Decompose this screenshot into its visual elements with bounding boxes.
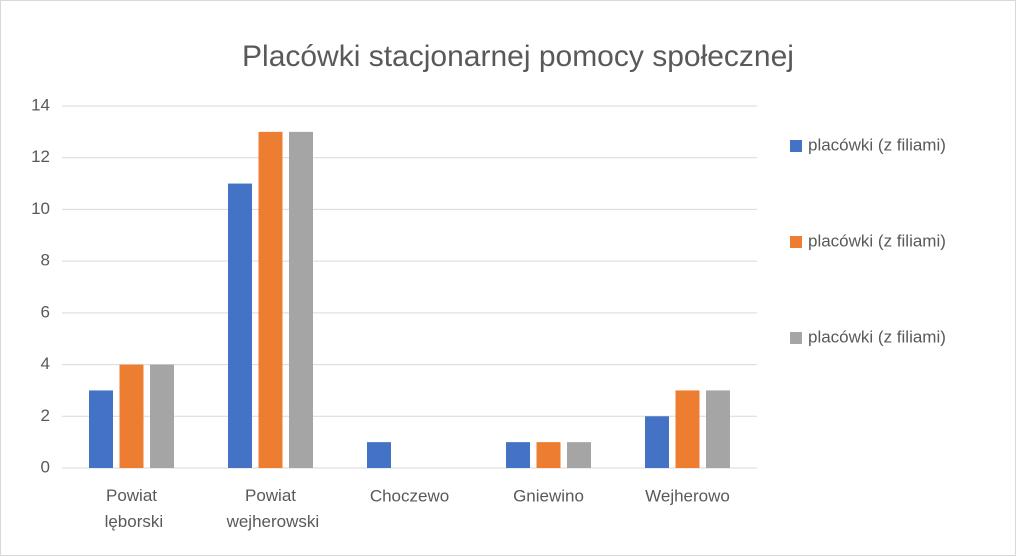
bar — [89, 390, 113, 468]
legend-label: placówki (z filiami) — [808, 135, 946, 154]
y-tick-label: 2 — [41, 406, 50, 425]
x-tick-label: Choczewo — [370, 486, 449, 505]
legend-swatch — [790, 236, 802, 248]
bar — [289, 131, 313, 468]
x-tick-label: Powiat wejherowski — [222, 486, 319, 531]
bar — [536, 442, 561, 468]
bar — [567, 442, 591, 468]
bar — [228, 183, 252, 469]
chart-title: Placówki stacjonarnej pomocy społecznej — [242, 40, 794, 73]
bar — [150, 364, 174, 468]
legend-swatch — [790, 332, 802, 344]
bar — [119, 364, 144, 468]
x-tick-label: Powiat lęborski — [100, 486, 163, 531]
bar — [675, 390, 700, 468]
bar — [367, 442, 391, 468]
y-tick-label: 0 — [41, 457, 50, 476]
legend-swatch — [790, 140, 802, 152]
y-tick-label: 8 — [41, 251, 50, 270]
x-tick-label: Wejherowo — [645, 486, 730, 505]
legend-label: placówki (z filiami) — [808, 327, 946, 346]
x-tick-label: Gniewino — [513, 486, 584, 505]
bar — [706, 390, 730, 468]
y-tick-label: 14 — [31, 95, 50, 114]
bar — [645, 416, 669, 468]
legend-label: placówki (z filiami) — [808, 231, 946, 250]
y-tick-label: 10 — [31, 199, 50, 218]
bar — [258, 131, 283, 468]
y-tick-label: 12 — [31, 147, 50, 166]
y-tick-label: 6 — [41, 302, 50, 321]
bar — [506, 442, 530, 468]
y-tick-label: 4 — [41, 354, 50, 373]
